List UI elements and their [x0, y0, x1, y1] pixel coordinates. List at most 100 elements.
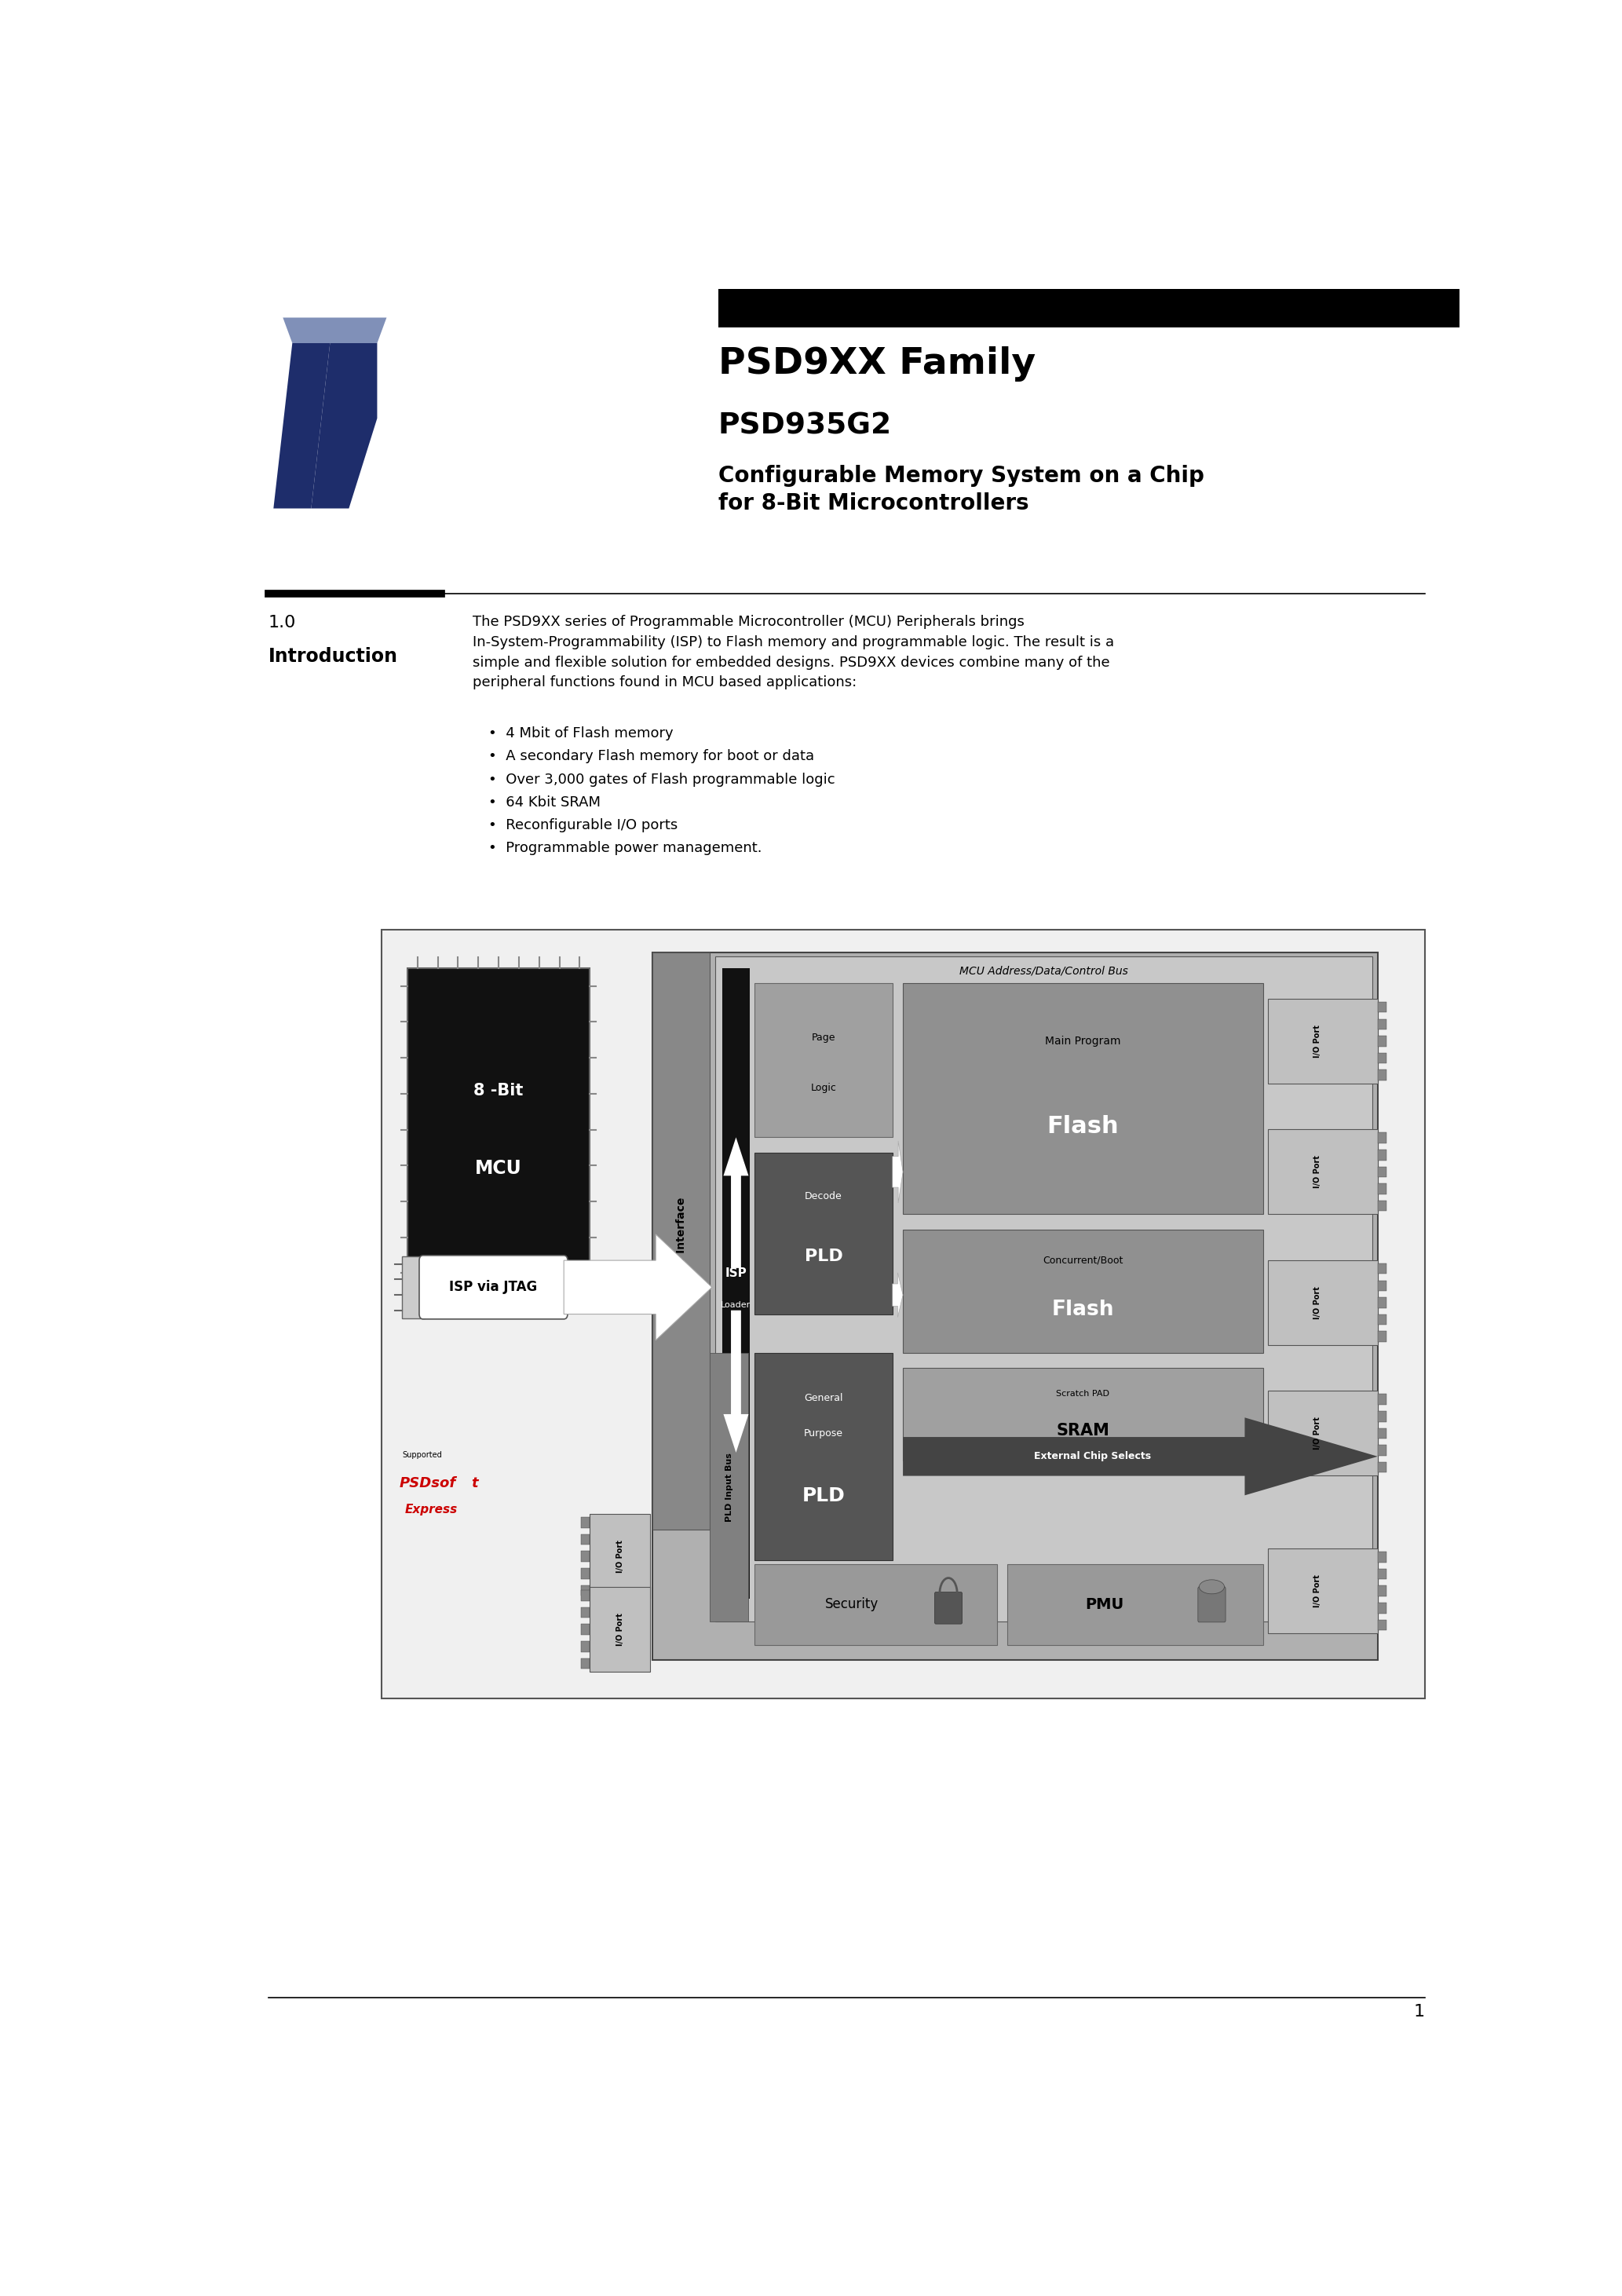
Text: MCU Interface: MCU Interface: [676, 1199, 686, 1286]
Text: Decode: Decode: [805, 1192, 842, 1201]
FancyBboxPatch shape: [1377, 1313, 1387, 1325]
FancyBboxPatch shape: [1377, 1603, 1387, 1614]
FancyBboxPatch shape: [1377, 1619, 1387, 1630]
Text: I/O Port: I/O Port: [1314, 1417, 1322, 1449]
Polygon shape: [723, 1137, 749, 1267]
Text: I/O Port: I/O Port: [1314, 1286, 1322, 1320]
Text: •  Reconfigurable I/O ports: • Reconfigurable I/O ports: [488, 817, 678, 833]
FancyBboxPatch shape: [418, 1256, 568, 1320]
FancyBboxPatch shape: [1377, 1182, 1387, 1194]
FancyBboxPatch shape: [1377, 1297, 1387, 1309]
Text: Main Program: Main Program: [1045, 1035, 1121, 1047]
Text: I/O Port: I/O Port: [1314, 1024, 1322, 1058]
FancyBboxPatch shape: [590, 1513, 650, 1598]
FancyBboxPatch shape: [590, 1587, 650, 1671]
Text: PLD: PLD: [805, 1249, 843, 1263]
Text: t: t: [472, 1476, 478, 1490]
Text: MCU: MCU: [475, 1159, 522, 1178]
Text: PMU: PMU: [1085, 1598, 1124, 1612]
Polygon shape: [903, 1417, 1377, 1495]
Polygon shape: [892, 1272, 903, 1318]
Text: 8 -Bit: 8 -Bit: [474, 1084, 524, 1100]
FancyBboxPatch shape: [1377, 1281, 1387, 1290]
Text: Page: Page: [811, 1033, 835, 1042]
Text: ISP via JTAG: ISP via JTAG: [449, 1281, 537, 1295]
FancyBboxPatch shape: [581, 1591, 590, 1600]
Text: •  A secondary Flash memory for boot or data: • A secondary Flash memory for boot or d…: [488, 748, 814, 765]
Text: Security: Security: [826, 1598, 879, 1612]
FancyBboxPatch shape: [1377, 1587, 1387, 1596]
FancyBboxPatch shape: [581, 1568, 590, 1580]
Text: •  Programmable power management.: • Programmable power management.: [488, 840, 762, 856]
Text: Express: Express: [404, 1504, 457, 1515]
Text: Loader: Loader: [720, 1302, 751, 1309]
FancyBboxPatch shape: [1377, 1263, 1387, 1274]
Text: Supported: Supported: [402, 1451, 441, 1458]
FancyBboxPatch shape: [1377, 1332, 1387, 1341]
FancyBboxPatch shape: [1377, 1150, 1387, 1159]
Polygon shape: [274, 342, 329, 507]
Polygon shape: [282, 317, 386, 342]
FancyBboxPatch shape: [652, 953, 710, 1529]
FancyBboxPatch shape: [1199, 1587, 1226, 1623]
FancyBboxPatch shape: [754, 1352, 892, 1561]
FancyBboxPatch shape: [1377, 1444, 1387, 1456]
FancyBboxPatch shape: [1377, 1070, 1387, 1081]
Text: PSD9XX Family: PSD9XX Family: [719, 347, 1035, 381]
FancyBboxPatch shape: [1377, 1001, 1387, 1013]
Text: I/O Port: I/O Port: [616, 1614, 624, 1646]
FancyBboxPatch shape: [581, 1552, 590, 1561]
Text: PSDsof: PSDsof: [399, 1476, 456, 1490]
FancyBboxPatch shape: [381, 930, 1424, 1699]
FancyBboxPatch shape: [581, 1607, 590, 1619]
Text: I/O Port: I/O Port: [1314, 1155, 1322, 1189]
FancyBboxPatch shape: [581, 1642, 590, 1651]
FancyBboxPatch shape: [1268, 1548, 1377, 1632]
FancyBboxPatch shape: [1377, 1201, 1387, 1212]
Text: 1.0: 1.0: [268, 615, 295, 631]
FancyBboxPatch shape: [754, 983, 892, 1137]
FancyBboxPatch shape: [652, 953, 1377, 1660]
Text: Concurrent/Boot: Concurrent/Boot: [1043, 1256, 1122, 1265]
Text: Introduction: Introduction: [268, 647, 397, 666]
FancyBboxPatch shape: [722, 969, 749, 1598]
Text: SRAM: SRAM: [1056, 1424, 1109, 1440]
FancyBboxPatch shape: [402, 1256, 425, 1318]
FancyBboxPatch shape: [1377, 1166, 1387, 1178]
FancyBboxPatch shape: [1007, 1564, 1264, 1644]
Text: ISP: ISP: [725, 1267, 746, 1279]
FancyBboxPatch shape: [407, 969, 590, 1290]
FancyBboxPatch shape: [1377, 1412, 1387, 1421]
Text: General: General: [805, 1394, 843, 1403]
Text: PLD Input Bus: PLD Input Bus: [725, 1453, 733, 1522]
FancyBboxPatch shape: [715, 957, 1372, 1621]
Polygon shape: [311, 342, 378, 507]
FancyBboxPatch shape: [903, 983, 1264, 1215]
FancyBboxPatch shape: [1268, 1391, 1377, 1476]
FancyBboxPatch shape: [581, 1623, 590, 1635]
Polygon shape: [723, 1311, 749, 1453]
FancyBboxPatch shape: [1377, 1394, 1387, 1405]
Text: PLD: PLD: [803, 1486, 845, 1506]
Text: •  64 Kbit SRAM: • 64 Kbit SRAM: [488, 794, 600, 810]
FancyBboxPatch shape: [903, 1368, 1264, 1460]
FancyBboxPatch shape: [581, 1534, 590, 1545]
FancyBboxPatch shape: [581, 1518, 590, 1527]
Text: External Chip Selects: External Chip Selects: [1035, 1451, 1152, 1463]
Text: Logic: Logic: [811, 1084, 837, 1093]
FancyBboxPatch shape: [934, 1591, 962, 1623]
Text: I/O Port: I/O Port: [616, 1541, 624, 1573]
Text: I/O Port: I/O Port: [1314, 1575, 1322, 1607]
Text: Scratch PAD: Scratch PAD: [1056, 1389, 1109, 1398]
Text: The PSD9XX series of Programmable Microcontroller (MCU) Peripherals brings
In-Sy: The PSD9XX series of Programmable Microc…: [474, 615, 1114, 689]
Text: PSD935G2: PSD935G2: [719, 411, 892, 441]
Text: 1: 1: [1413, 2004, 1424, 2020]
Text: Purpose: Purpose: [805, 1428, 843, 1440]
FancyBboxPatch shape: [1377, 1019, 1387, 1029]
Polygon shape: [892, 1141, 903, 1203]
FancyBboxPatch shape: [581, 1658, 590, 1669]
FancyBboxPatch shape: [1377, 1463, 1387, 1472]
FancyBboxPatch shape: [1377, 1428, 1387, 1440]
Text: •  4 Mbit of Flash memory: • 4 Mbit of Flash memory: [488, 726, 673, 742]
FancyBboxPatch shape: [1377, 1035, 1387, 1047]
